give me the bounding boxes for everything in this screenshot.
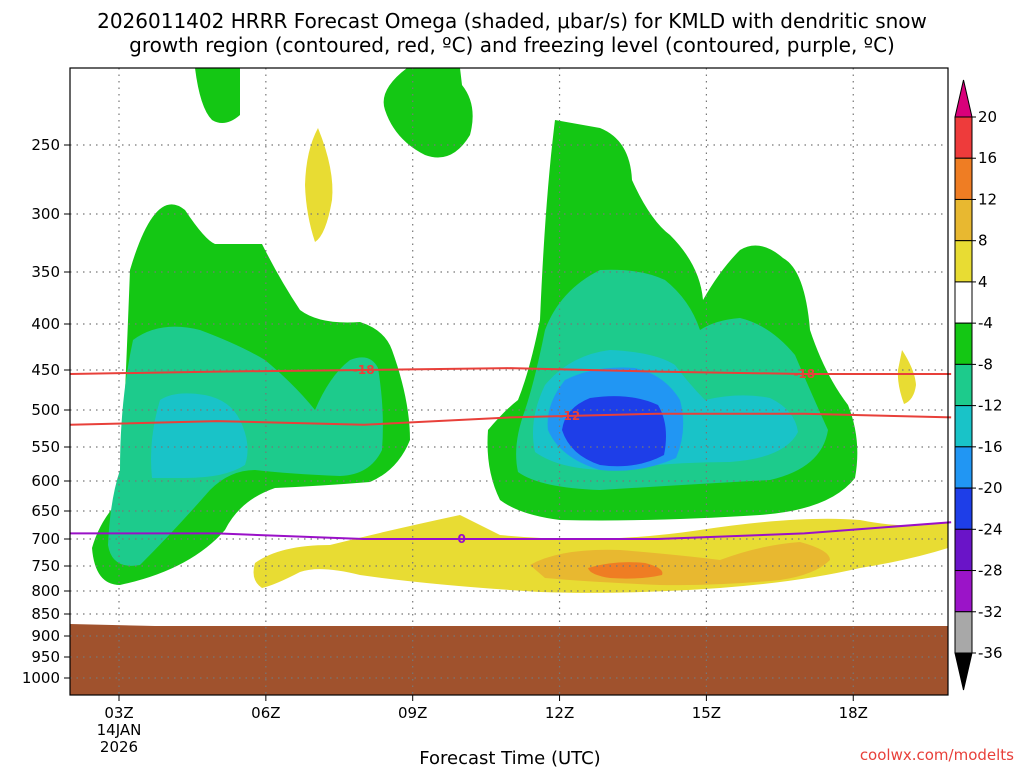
omega-blob-upper-mid: [383, 68, 473, 158]
contour-label-dendritic-minus-12: -12: [558, 409, 580, 423]
plot-border: [69, 67, 949, 696]
y-tick-label-900: 900: [31, 627, 60, 645]
y-tick-label-350: 350: [31, 263, 60, 281]
colorbar-label-10: -24: [978, 520, 1003, 538]
contour-freezing-level-0: [70, 521, 952, 540]
chart-title-line1: 2026011402 HRRR Forecast Omega (shaded, …: [97, 9, 927, 33]
y-axis: 250 300 350 400 450 500 550 600 650 700 750 800 850 9…: [22, 136, 70, 687]
colorbar-bottom-arrow: [954, 652, 973, 691]
colorbar-swatch-10: [954, 528, 973, 572]
colorbar-label-0: 20: [978, 108, 997, 126]
y-tick-label-750: 750: [31, 557, 60, 575]
contour-label-dendritic-minus-18: -18: [353, 363, 375, 377]
colorbar-label-8: -16: [978, 438, 1003, 456]
omega-blob-upper-left: [195, 68, 240, 124]
colorbar-top-arrow: [954, 79, 973, 118]
colorbar-swatch-6: [954, 363, 973, 407]
colorbar-swatch-12: [954, 611, 973, 654]
colorbar-label-13: -36: [978, 644, 1003, 662]
y-tick-label-250: 250: [31, 136, 60, 154]
colorbar-label-3: 8: [978, 232, 988, 250]
colorbar-swatch-1: [954, 157, 973, 200]
colorbar-swatch-8: [954, 446, 973, 489]
y-tick-label-950: 950: [31, 648, 60, 666]
y-tick-label-850: 850: [31, 605, 60, 623]
y-tick-label-500: 500: [31, 401, 60, 419]
colorbar-swatch-0: [954, 116, 973, 159]
terrain-below-ground: [70, 624, 948, 695]
chart-title-line2: growth region (contoured, red, ºC) and f…: [129, 33, 895, 57]
colorbar-swatch-2: [954, 198, 973, 242]
y-tick-label-1000: 1000: [22, 669, 60, 687]
x-tick-label-15Z: 15Z: [692, 704, 721, 722]
colorbar-swatch-7: [954, 405, 973, 448]
colorbar-swatch-4: [954, 281, 973, 324]
y-tick-label-700: 700: [31, 530, 60, 548]
contour-dendritic-minus-18: [70, 367, 952, 375]
gridlines: [70, 68, 948, 695]
date-year-label: 2026: [100, 738, 138, 756]
contour-label-dendritic-minus-18-2: -18: [793, 367, 815, 381]
colorbar-swatch-11: [954, 570, 973, 613]
colorbar-label-1: 16: [978, 149, 997, 167]
x-tick-label-12Z: 12Z: [545, 704, 574, 722]
x-axis-title: Forecast Time (UTC): [419, 748, 600, 768]
omega-blob-yellow-right: [897, 350, 916, 404]
y-tick-label-550: 550: [31, 438, 60, 456]
date-day-label: 14JAN: [97, 721, 142, 739]
colorbar: 20 16 12 8 4 -4 -8 -12 -16 -20 -24 -28 -32 -36: [954, 79, 1003, 691]
x-tick-label-03Z: 03Z: [104, 704, 133, 722]
colorbar-label-4: 4: [978, 273, 988, 291]
y-tick-label-650: 650: [31, 502, 60, 520]
omega-descent-band-core: [588, 562, 663, 579]
colorbar-label-9: -20: [978, 479, 1003, 497]
y-tick-label-800: 800: [31, 582, 60, 600]
contours: -18 -18 -12 0: [70, 363, 952, 546]
colorbar-label-7: -12: [978, 397, 1003, 415]
x-tick-label-18Z: 18Z: [839, 704, 868, 722]
credit-label: coolwx.com/modelts: [860, 746, 1014, 764]
x-tick-label-06Z: 06Z: [251, 704, 280, 722]
colorbar-label-2: 12: [978, 190, 997, 208]
colorbar-label-6: -8: [978, 355, 993, 373]
y-tick-label-300: 300: [31, 205, 60, 223]
y-tick-label-600: 600: [31, 472, 60, 490]
colorbar-label-5: -4: [978, 314, 993, 332]
y-tick-label-450: 450: [31, 361, 60, 379]
colorbar-swatch-5: [954, 322, 973, 365]
contour-label-freezing-level-0: 0: [457, 532, 465, 546]
omega-left-ring3: [151, 393, 248, 478]
y-tick-label-400: 400: [31, 315, 60, 333]
omega-shading: [70, 68, 948, 695]
contour-dendritic-minus-12: [70, 412, 952, 426]
colorbar-swatch-9: [954, 487, 973, 530]
x-tick-label-09Z: 09Z: [398, 704, 427, 722]
colorbar-swatch-3: [954, 240, 973, 283]
colorbar-label-11: -28: [978, 562, 1003, 580]
x-axis: 03Z 06Z 09Z 12Z 15Z 18Z: [104, 695, 868, 722]
colorbar-label-12: -32: [978, 603, 1003, 621]
